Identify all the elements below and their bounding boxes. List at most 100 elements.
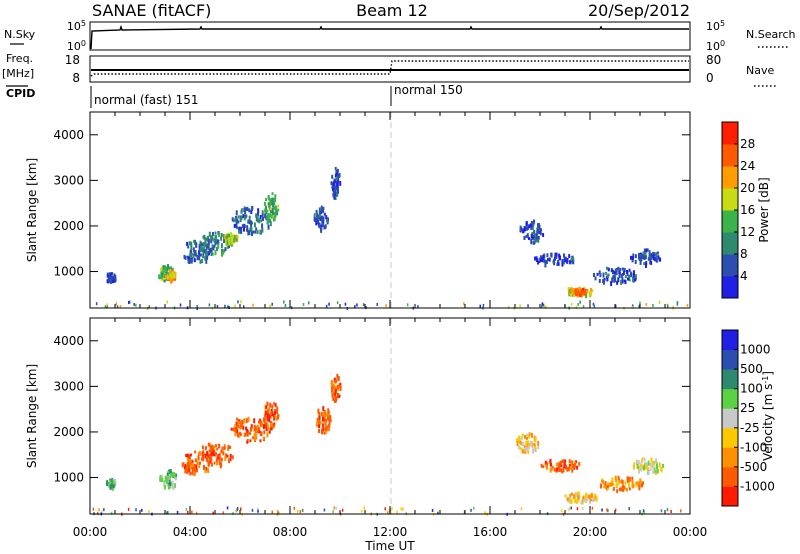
power-cell	[544, 305, 546, 309]
power-cell	[538, 225, 541, 231]
power-cell	[247, 231, 250, 236]
power-cell	[269, 198, 272, 203]
velocity-cell	[632, 464, 635, 470]
velocity-cell	[641, 457, 644, 462]
time-tick-label: 12:00	[373, 525, 408, 539]
power-cell	[163, 274, 166, 279]
power-cell	[598, 278, 601, 283]
power-cell	[585, 292, 588, 298]
velocity-cell	[194, 467, 197, 472]
velocity-cell	[240, 424, 242, 428]
power-cell	[250, 223, 252, 227]
velocity-cell	[297, 510, 299, 513]
power-cell	[644, 255, 647, 260]
power-cell	[267, 213, 270, 218]
power-cell	[196, 307, 198, 311]
velocity-cell	[528, 432, 531, 436]
velocity-echo-region	[106, 478, 117, 492]
velocity-cell	[188, 461, 191, 466]
velocity-cell	[173, 473, 176, 478]
power-cell	[566, 259, 569, 264]
velocity-colorbar-tick-label: -500	[740, 460, 767, 474]
velocity-cell	[254, 433, 257, 439]
power-cell	[261, 227, 264, 233]
velocity-cell	[649, 462, 652, 467]
velocity-cell	[590, 492, 593, 498]
power-cell	[641, 254, 644, 260]
velocity-echo-region	[599, 475, 644, 494]
power-cell	[200, 242, 203, 247]
velocity-cell	[269, 414, 272, 419]
velocity-cell	[265, 426, 268, 431]
power-cell	[237, 215, 240, 219]
velocity-cell	[202, 457, 205, 462]
power-cell	[570, 288, 573, 292]
velocity-cell	[560, 464, 563, 468]
velocity-cell	[209, 445, 212, 449]
power-cell	[199, 253, 202, 257]
velocity-cell	[127, 507, 130, 511]
velocity-cell	[109, 480, 112, 485]
power-cell	[541, 304, 543, 308]
velocity-cell	[653, 468, 656, 474]
velocity-cell	[235, 509, 238, 513]
power-cell	[376, 303, 378, 306]
velocity-cell	[185, 470, 188, 474]
power-cell	[199, 248, 202, 252]
velocity-cell	[521, 448, 524, 454]
velocity-cell	[210, 462, 213, 467]
power-cell	[205, 258, 208, 264]
velocity-cell	[191, 510, 193, 514]
time-tick-label: 20:00	[573, 525, 608, 539]
velocity-colorbar-tick-label: 1000	[740, 343, 771, 357]
velocity-cell	[301, 508, 304, 512]
velocity-cell	[98, 508, 100, 512]
velocity-cell	[210, 452, 213, 456]
power-colorbar-tick-label: 12	[740, 225, 755, 239]
velocity-cell	[571, 468, 574, 473]
power-cell	[171, 267, 174, 271]
velocity-cell	[516, 441, 519, 447]
velocity-cell	[531, 432, 533, 438]
freq-panel: Freq. [MHz] 18 8 80 0 Nave	[2, 52, 776, 87]
velocity-cell	[236, 428, 239, 434]
velocity-colorbar-tick-label: -100	[740, 440, 767, 454]
velocity-cell	[204, 467, 207, 471]
velocity-cell	[229, 458, 232, 462]
power-cell	[619, 267, 622, 271]
velocity-cell	[227, 445, 230, 449]
velocity-cell	[519, 440, 522, 445]
velocity-cell	[213, 453, 216, 457]
power-cell	[240, 215, 243, 220]
velocity-cell	[226, 506, 229, 510]
power-cell	[479, 304, 481, 308]
power-echo-region	[534, 252, 575, 268]
velocity-cell	[271, 411, 274, 417]
velocity-cell	[197, 455, 200, 461]
power-cell	[333, 190, 336, 195]
power-cell	[639, 253, 642, 258]
velocity-cell	[560, 509, 563, 513]
power-cell	[211, 252, 214, 256]
power-cell	[542, 254, 545, 259]
velocity-cell	[203, 464, 205, 470]
power-cell	[319, 209, 322, 215]
velocity-cell	[101, 510, 103, 514]
power-cell	[553, 258, 556, 263]
power-cell	[208, 248, 211, 254]
power-echo-region	[313, 205, 329, 233]
velocity-cell	[316, 420, 319, 425]
velocity-cell	[230, 427, 233, 431]
power-cell	[256, 214, 259, 220]
power-cell	[220, 236, 223, 241]
power-cell	[214, 241, 217, 246]
velocity-cell	[260, 420, 263, 424]
power-cell	[162, 276, 165, 282]
velocity-cell	[322, 412, 325, 418]
velocity-cell	[209, 447, 212, 452]
power-cell	[561, 261, 564, 267]
power-cell	[226, 234, 229, 238]
velocity-echo-region	[632, 457, 664, 475]
power-cell	[308, 301, 310, 305]
velocity-cell	[550, 466, 553, 471]
